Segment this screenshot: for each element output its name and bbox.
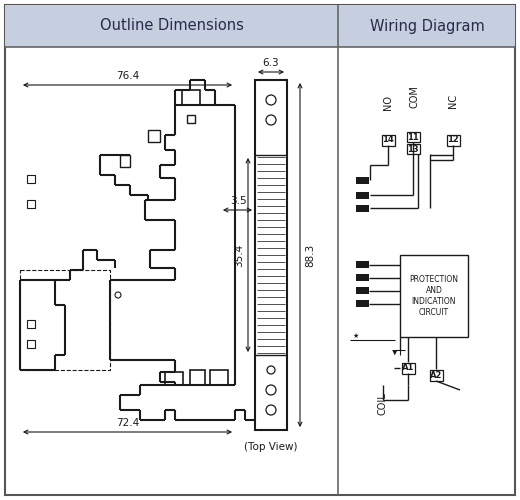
Circle shape <box>266 385 276 395</box>
Text: NO: NO <box>383 95 393 110</box>
Bar <box>210 370 228 385</box>
Text: 35.4: 35.4 <box>234 244 244 266</box>
Bar <box>5 5 515 47</box>
Text: PROTECTION
AND
INDICATION
CIRCUIT: PROTECTION AND INDICATION CIRCUIT <box>410 275 459 317</box>
Bar <box>27 200 35 208</box>
Bar <box>382 134 395 145</box>
Bar <box>356 177 369 184</box>
Bar <box>182 90 200 105</box>
Bar <box>356 274 369 281</box>
Text: NC: NC <box>448 94 458 108</box>
Bar <box>356 205 369 212</box>
Bar <box>27 320 35 328</box>
Bar <box>447 134 460 145</box>
Bar <box>356 287 369 294</box>
Bar <box>165 372 183 385</box>
Circle shape <box>266 405 276 415</box>
Text: 6.3: 6.3 <box>263 58 279 68</box>
Text: 13: 13 <box>407 144 419 154</box>
Bar <box>430 370 443 380</box>
Text: (Top View): (Top View) <box>244 442 298 452</box>
Circle shape <box>266 115 276 125</box>
Text: 88.3: 88.3 <box>305 244 315 266</box>
Bar <box>407 132 420 142</box>
Text: Outline Dimensions: Outline Dimensions <box>100 18 244 34</box>
Text: 12: 12 <box>447 136 459 144</box>
Text: 76.4: 76.4 <box>116 71 140 81</box>
Text: 14: 14 <box>382 136 394 144</box>
Text: A2: A2 <box>430 370 442 380</box>
Circle shape <box>266 95 276 105</box>
Bar <box>20 270 110 370</box>
Bar <box>401 362 414 374</box>
Bar <box>27 175 35 183</box>
Text: ★: ★ <box>353 333 359 339</box>
Text: 72.4: 72.4 <box>116 418 140 428</box>
Text: A1: A1 <box>402 364 414 372</box>
Bar <box>120 155 130 167</box>
Text: 3.5: 3.5 <box>230 196 246 206</box>
Bar <box>187 115 195 123</box>
Text: COM: COM <box>410 85 420 108</box>
Bar <box>255 80 287 430</box>
Bar <box>148 130 160 142</box>
Bar <box>27 340 35 348</box>
Circle shape <box>267 366 275 374</box>
Bar <box>356 261 369 268</box>
Text: ▶: ▶ <box>391 350 397 354</box>
Text: COIL: COIL <box>378 392 388 415</box>
Text: Wiring Diagram: Wiring Diagram <box>370 18 484 34</box>
Bar <box>356 192 369 199</box>
Bar <box>400 255 468 337</box>
Text: 11: 11 <box>407 132 419 141</box>
Bar <box>407 144 420 154</box>
Bar <box>356 300 369 307</box>
Bar <box>190 370 205 385</box>
